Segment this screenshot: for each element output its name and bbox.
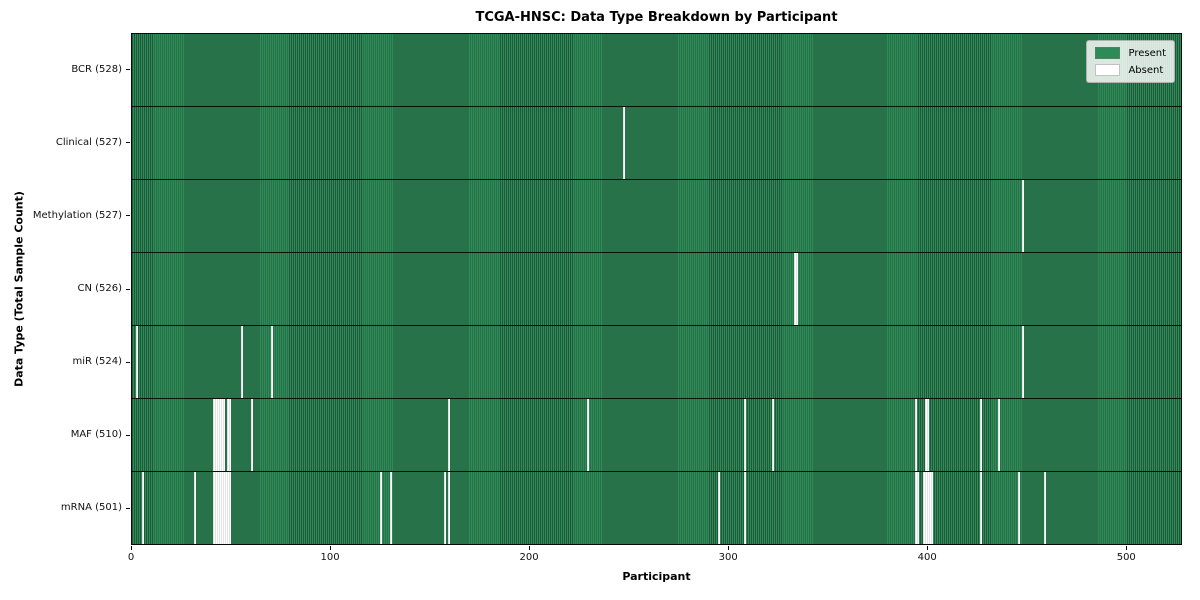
x-tick-label: 500 xyxy=(1116,552,1136,563)
y-tick-label: miR (524) xyxy=(72,356,122,368)
x-tick-label: 100 xyxy=(320,552,340,563)
y-tick-label: Methylation (527) xyxy=(32,209,122,221)
legend-label: Present xyxy=(1128,47,1166,59)
x-tick xyxy=(529,546,531,550)
x-tick-label: 300 xyxy=(718,552,738,563)
absent-bar xyxy=(926,399,929,471)
legend-swatch-absent xyxy=(1095,64,1121,76)
absent-bar xyxy=(241,326,244,398)
absent-bar xyxy=(1018,472,1021,544)
presence-matrix xyxy=(132,34,1181,544)
absent-bar xyxy=(229,399,232,471)
absent-bar xyxy=(930,472,933,544)
x-tick xyxy=(330,546,332,550)
absent-bar xyxy=(998,399,1001,471)
absent-bar xyxy=(793,253,796,325)
legend-swatch-present xyxy=(1095,47,1121,59)
absent-bar xyxy=(718,472,721,544)
x-tick-label: 0 xyxy=(127,552,135,563)
x-tick xyxy=(927,546,929,550)
row-cn xyxy=(132,253,1181,326)
y-tick-label: Clinical (527) xyxy=(55,136,122,148)
absent-bar xyxy=(928,472,931,544)
x-tick xyxy=(1126,546,1128,550)
absent-bar xyxy=(135,326,138,398)
y-tick xyxy=(126,507,130,509)
y-tick-label: MAF (510) xyxy=(70,429,122,441)
absent-bar xyxy=(771,399,774,471)
absent-bar xyxy=(227,472,230,544)
absent-bar xyxy=(227,399,230,471)
absent-bar xyxy=(743,399,746,471)
absent-bar xyxy=(219,399,222,471)
absent-bar xyxy=(1022,180,1025,252)
absent-bar xyxy=(229,472,232,544)
absent-bar xyxy=(221,472,224,544)
y-tick xyxy=(126,288,130,290)
x-axis-label: Participant xyxy=(622,570,691,583)
absent-bar xyxy=(223,472,226,544)
absent-bar xyxy=(390,472,393,544)
absent-bar xyxy=(213,399,216,471)
absent-bar xyxy=(213,472,216,544)
absent-bar xyxy=(922,472,925,544)
absent-bar xyxy=(223,399,226,471)
y-tick xyxy=(126,434,130,436)
row-bcr xyxy=(132,34,1181,107)
absent-bar xyxy=(217,399,220,471)
row-clinical xyxy=(132,107,1181,180)
absent-bar xyxy=(271,326,274,398)
absent-bar xyxy=(914,472,917,544)
absent-bar xyxy=(795,253,798,325)
legend-label: Absent xyxy=(1128,64,1164,76)
plot-area: Present Absent xyxy=(131,33,1182,545)
absent-bar xyxy=(926,472,929,544)
absent-bar xyxy=(622,107,625,179)
y-tick xyxy=(126,69,130,71)
y-tick-label: mRNA (501) xyxy=(60,502,122,514)
absent-bar xyxy=(217,472,220,544)
absent-bar xyxy=(914,399,917,471)
absent-bar xyxy=(219,472,222,544)
row-methylation xyxy=(132,180,1181,253)
absent-bar xyxy=(251,399,254,471)
x-tick-label: 200 xyxy=(519,552,539,563)
absent-bar xyxy=(215,399,218,471)
y-tick-label: CN (526) xyxy=(77,283,122,294)
absent-bar xyxy=(215,472,218,544)
y-tick-label: BCR (528) xyxy=(71,63,122,75)
row-mrna xyxy=(132,472,1181,544)
chart-title: TCGA-HNSC: Data Type Breakdown by Partic… xyxy=(475,10,838,25)
absent-bar xyxy=(924,399,927,471)
absent-bar xyxy=(380,472,383,544)
y-tick xyxy=(126,142,130,144)
row-maf xyxy=(132,399,1181,472)
absent-bar xyxy=(221,399,224,471)
absent-bar xyxy=(1022,326,1025,398)
absent-bar xyxy=(443,472,446,544)
x-tick-label: 400 xyxy=(917,552,937,563)
y-tick xyxy=(126,215,130,217)
absent-bar xyxy=(980,472,983,544)
absent-bar xyxy=(916,472,919,544)
legend-entry: Absent xyxy=(1095,64,1166,76)
absent-bar xyxy=(586,399,589,471)
y-tick xyxy=(126,361,130,363)
absent-bar xyxy=(980,399,983,471)
absent-bar xyxy=(924,472,927,544)
legend-entry: Present xyxy=(1095,47,1166,59)
legend: Present Absent xyxy=(1086,40,1175,83)
absent-bar xyxy=(1043,472,1046,544)
x-tick xyxy=(131,546,132,550)
absent-bar xyxy=(225,472,228,544)
row-mir xyxy=(132,326,1181,399)
absent-bar xyxy=(141,472,144,544)
absent-bar xyxy=(743,472,746,544)
absent-bar xyxy=(447,472,450,544)
absent-bar xyxy=(193,472,196,544)
absent-bar xyxy=(447,399,450,471)
x-tick xyxy=(728,546,730,550)
